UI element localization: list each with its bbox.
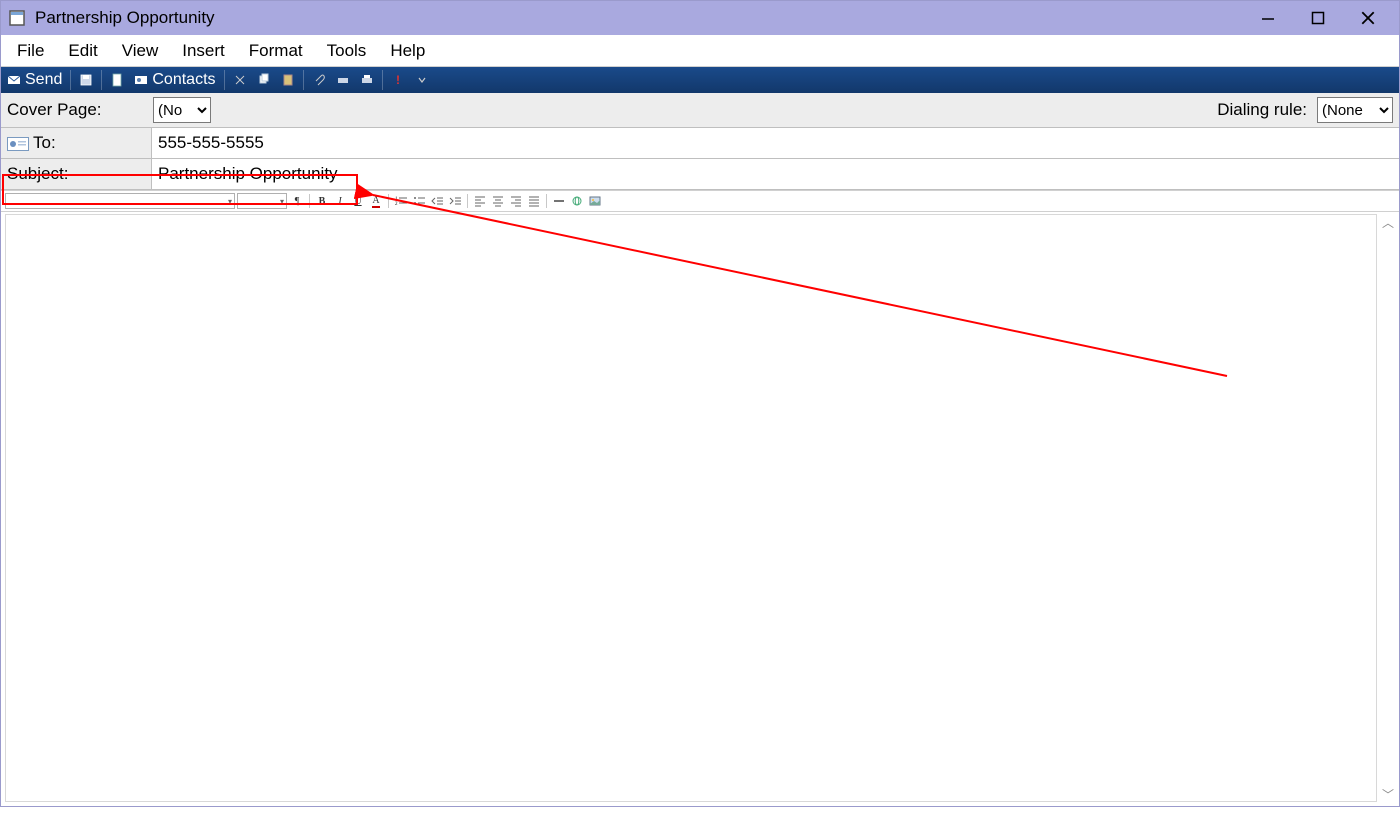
subject-label-cell: Subject: bbox=[1, 159, 151, 189]
scan-button[interactable] bbox=[332, 67, 354, 93]
priority-icon: ! bbox=[391, 73, 405, 87]
save-button[interactable] bbox=[75, 67, 97, 93]
send-button[interactable]: Send bbox=[3, 67, 66, 93]
vertical-scrollbar[interactable]: ︿ ﹀ bbox=[1379, 214, 1397, 802]
maximize-button[interactable] bbox=[1293, 1, 1343, 35]
scroll-up-icon[interactable]: ︿ bbox=[1380, 214, 1396, 230]
toolbar-overflow[interactable] bbox=[411, 67, 433, 93]
toolbar: Send Contacts ! bbox=[1, 67, 1399, 93]
menu-edit[interactable]: Edit bbox=[56, 37, 109, 65]
printer-icon bbox=[360, 73, 374, 87]
menu-bar: File Edit View Insert Format Tools Help bbox=[1, 35, 1399, 67]
print-button[interactable] bbox=[356, 67, 378, 93]
paste-button[interactable] bbox=[277, 67, 299, 93]
menu-file[interactable]: File bbox=[5, 37, 56, 65]
font-color-button[interactable]: A bbox=[368, 193, 384, 209]
contacts-button[interactable]: Contacts bbox=[130, 67, 219, 93]
window-title: Partnership Opportunity bbox=[35, 8, 215, 28]
subject-input[interactable] bbox=[151, 159, 1399, 189]
titlebar: Partnership Opportunity bbox=[1, 1, 1399, 35]
cut-icon bbox=[233, 73, 247, 87]
paperclip-icon bbox=[312, 73, 326, 87]
italic-button[interactable]: I bbox=[332, 193, 348, 209]
save-icon bbox=[79, 73, 93, 87]
copy-icon bbox=[257, 73, 271, 87]
contacts-label: Contacts bbox=[152, 71, 215, 89]
insert-link-button[interactable] bbox=[569, 193, 585, 209]
align-right-button[interactable] bbox=[508, 193, 524, 209]
message-body[interactable] bbox=[5, 214, 1377, 802]
scanner-icon bbox=[336, 73, 350, 87]
numbered-list-button[interactable]: 12 bbox=[393, 193, 409, 209]
minimize-button[interactable] bbox=[1243, 1, 1293, 35]
indent-button[interactable] bbox=[447, 193, 463, 209]
to-label-cell[interactable]: To: bbox=[1, 128, 151, 158]
font-size-select[interactable]: ▾ bbox=[237, 193, 287, 209]
contacts-icon bbox=[134, 73, 148, 87]
chevron-down-icon bbox=[415, 73, 429, 87]
menu-insert[interactable]: Insert bbox=[170, 37, 237, 65]
format-toolbar: ▾ ▾ ¶ B I U A 12 bbox=[1, 190, 1399, 212]
cut-button[interactable] bbox=[229, 67, 251, 93]
underline-button[interactable]: U bbox=[350, 193, 366, 209]
insert-image-button[interactable] bbox=[587, 193, 603, 209]
chevron-down-icon: ▾ bbox=[228, 197, 232, 206]
close-button[interactable] bbox=[1343, 1, 1393, 35]
menu-format[interactable]: Format bbox=[237, 37, 315, 65]
send-label: Send bbox=[25, 71, 62, 89]
subject-row: Subject: bbox=[1, 158, 1399, 189]
bullet-list-button[interactable] bbox=[411, 193, 427, 209]
cover-page-row: Cover Page: (No Dialing rule: (None bbox=[1, 93, 1399, 127]
menu-help[interactable]: Help bbox=[378, 37, 437, 65]
attach-button[interactable] bbox=[308, 67, 330, 93]
svg-text:!: ! bbox=[396, 73, 400, 87]
app-icon bbox=[7, 8, 27, 28]
priority-button[interactable]: ! bbox=[387, 67, 409, 93]
dialing-rule-label: Dialing rule: bbox=[1217, 100, 1307, 120]
cover-page-select[interactable]: (No bbox=[153, 97, 211, 123]
font-family-select[interactable]: ▾ bbox=[5, 193, 235, 209]
editor-area: ︿ ﹀ bbox=[1, 212, 1399, 806]
page-icon bbox=[110, 73, 124, 87]
align-justify-button[interactable] bbox=[526, 193, 542, 209]
page-button[interactable] bbox=[106, 67, 128, 93]
chevron-down-icon: ▾ bbox=[280, 197, 284, 206]
outdent-button[interactable] bbox=[429, 193, 445, 209]
paste-icon bbox=[281, 73, 295, 87]
dialing-rule-select[interactable]: (None bbox=[1317, 97, 1393, 123]
subject-label: Subject: bbox=[7, 164, 68, 184]
svg-text:2: 2 bbox=[395, 202, 398, 207]
header-fields: Cover Page: (No Dialing rule: (None To: … bbox=[1, 93, 1399, 190]
insert-hr-button[interactable] bbox=[551, 193, 567, 209]
paragraph-style-button[interactable]: ¶ bbox=[289, 193, 305, 209]
align-left-button[interactable] bbox=[472, 193, 488, 209]
compose-window: Partnership Opportunity File Edit View I… bbox=[0, 0, 1400, 807]
to-row: To: bbox=[1, 127, 1399, 158]
send-icon bbox=[7, 73, 21, 87]
address-card-icon bbox=[7, 136, 29, 150]
cover-page-label: Cover Page: bbox=[7, 100, 147, 120]
bold-button[interactable]: B bbox=[314, 193, 330, 209]
to-input[interactable] bbox=[151, 128, 1399, 158]
menu-tools[interactable]: Tools bbox=[315, 37, 379, 65]
menu-view[interactable]: View bbox=[110, 37, 171, 65]
scroll-down-icon[interactable]: ﹀ bbox=[1380, 786, 1396, 802]
to-label: To: bbox=[33, 133, 56, 153]
copy-button[interactable] bbox=[253, 67, 275, 93]
align-center-button[interactable] bbox=[490, 193, 506, 209]
